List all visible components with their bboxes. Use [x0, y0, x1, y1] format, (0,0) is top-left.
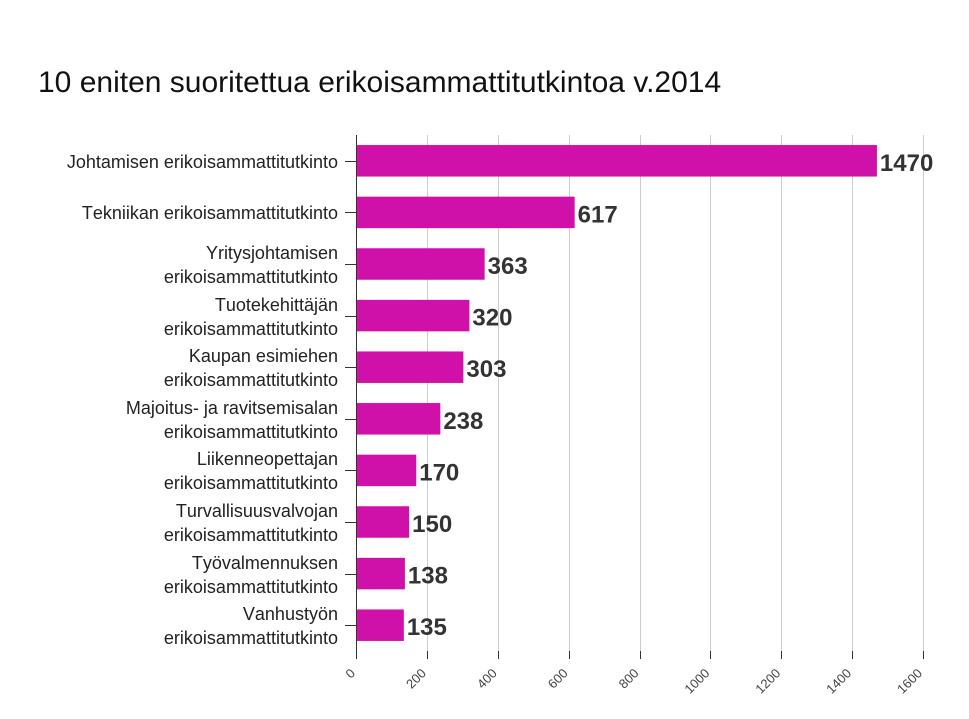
bar	[356, 403, 441, 435]
x-tick-label: 1000	[681, 666, 712, 697]
x-tick-label: 0	[342, 666, 358, 682]
axes	[345, 135, 924, 659]
x-tick-label: 200	[403, 666, 429, 692]
data-label: 617	[578, 201, 618, 228]
x-axis-tick-labels: 0 200 400 600 800 1000 1200 1400 1600	[342, 666, 925, 697]
bar	[356, 454, 417, 487]
bar	[356, 506, 410, 538]
bar	[356, 196, 575, 229]
bar	[356, 145, 877, 177]
x-tick-label: 400	[474, 666, 500, 692]
x-tick-label: 800	[616, 666, 642, 692]
data-labels: 1470 617 363 320 303 238 170 150 138 135	[407, 150, 933, 641]
data-label: 320	[472, 305, 512, 332]
chart-title: 10 eniten suoritettua erikoisammattitutk…	[38, 66, 721, 99]
bars	[356, 145, 877, 641]
x-tick-label: 1600	[894, 666, 925, 697]
data-label: 238	[443, 408, 483, 435]
bar	[356, 299, 470, 332]
bar	[356, 557, 405, 590]
data-label: 170	[419, 459, 459, 486]
data-label: 1470	[880, 150, 933, 177]
data-label: 303	[466, 356, 506, 383]
bar	[356, 609, 404, 641]
data-label: 363	[488, 253, 528, 280]
data-label: 135	[407, 614, 447, 641]
x-tick-label: 600	[545, 666, 571, 692]
x-tick-label: 1200	[752, 666, 783, 697]
x-tick-label: 1400	[823, 666, 854, 697]
bar	[356, 351, 464, 383]
bar	[356, 248, 485, 280]
data-label: 150	[412, 511, 452, 538]
data-label: 138	[408, 563, 448, 590]
